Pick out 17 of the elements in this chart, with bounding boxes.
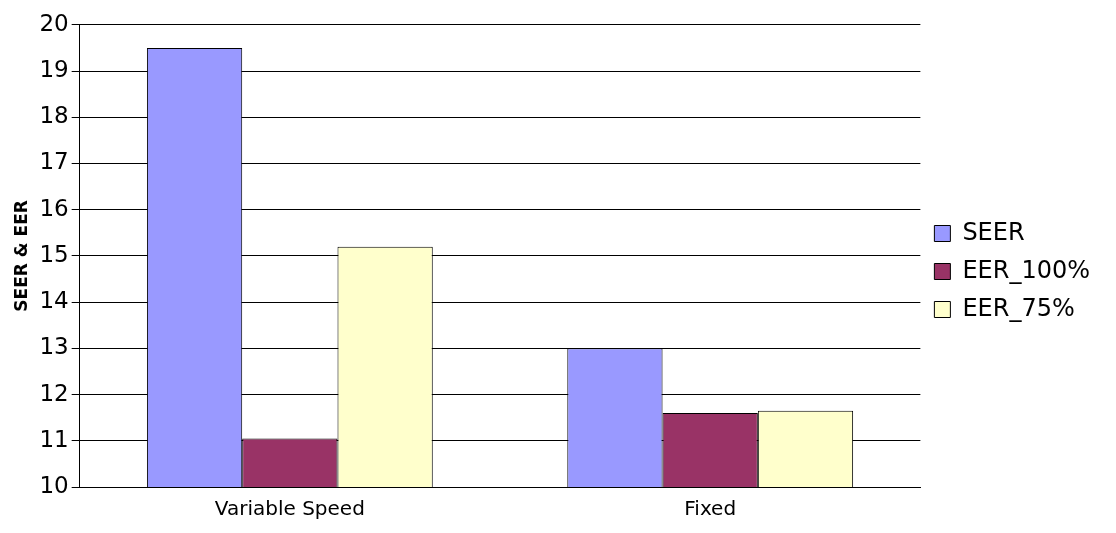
y-tick-label: 12 (39, 379, 69, 406)
y-axis-title: SEER & EER (10, 200, 31, 312)
legend-label: EER_100% (962, 255, 1091, 284)
y-tick-label: 16 (39, 194, 69, 221)
y-tick-label: 13 (39, 333, 69, 360)
y-tick-label: 14 (39, 287, 69, 314)
y-tick-label: 20 (39, 9, 69, 36)
legend-label: EER_75% (962, 293, 1075, 322)
y-tick-label: 17 (39, 148, 69, 175)
y-tick-label: 15 (39, 240, 69, 267)
y-tick-label: 19 (39, 55, 69, 82)
y-tick-label: 11 (39, 425, 69, 452)
y-tick-label: 10 (39, 471, 69, 498)
y-tick-label: 18 (39, 102, 69, 129)
legend-label: SEER (962, 217, 1025, 246)
x-tick-label: Fixed (684, 496, 737, 521)
x-tick-label: Variable Speed (214, 496, 365, 521)
